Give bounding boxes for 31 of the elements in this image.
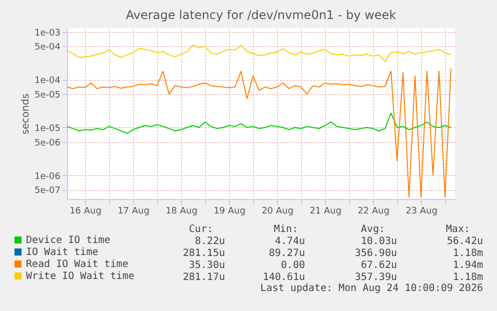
legend-label: Device IO time [26,235,110,246]
x-tick-label: 20 Aug [262,206,294,216]
legend-label: IO Wait time [26,247,98,258]
x-tick-label: 23 Aug [406,206,438,216]
y-tick-label: 1e-06 [34,172,61,182]
y-tick-label: 5e-05 [34,90,60,101]
line-series [66,44,452,62]
x-tick-label: 21 Aug [310,206,342,216]
text: 281.17u 140.61u 357.39u 1.18m [182,272,483,283]
x-tick-label: 18 Aug [166,206,198,216]
legend-label: Read IO Wait time [26,259,128,270]
y-tick-label: 5e-06 [34,138,61,148]
chart-title: Average latency for /dev/nvme0n1 - by week [126,8,396,22]
text: 35.30u 0.00 67.62u 1.94m [188,260,483,271]
x-tick-label: 16 Aug [70,206,102,216]
y-tick-label: 5e-04 [34,42,61,53]
text: 8.22u 4.74u 10.03u 56.42u [194,236,483,247]
line-series [66,112,452,134]
y-axis-title: seconds [20,94,32,134]
x-tick-label: 19 Aug [214,206,246,216]
legend-label: Write IO Wait time [26,271,134,282]
y-tick-label: 1e-03 [34,28,60,38]
y-tick-label: 1e-05 [34,124,60,134]
x-tick-label: 22 Aug [358,206,390,216]
y-tick-label: 1e-04 [34,76,61,86]
y-tick-label: 5e-07 [34,186,60,196]
x-tick-label: 17 Aug [118,206,150,216]
text: 281.15u 89.27u 356.90u 1.18m [182,248,483,259]
line-series [66,68,452,198]
text: Cur: Min: Avg: Max: [188,224,470,235]
text: Last update: Mon Aug 24 10:00:09 2026 [260,283,483,294]
